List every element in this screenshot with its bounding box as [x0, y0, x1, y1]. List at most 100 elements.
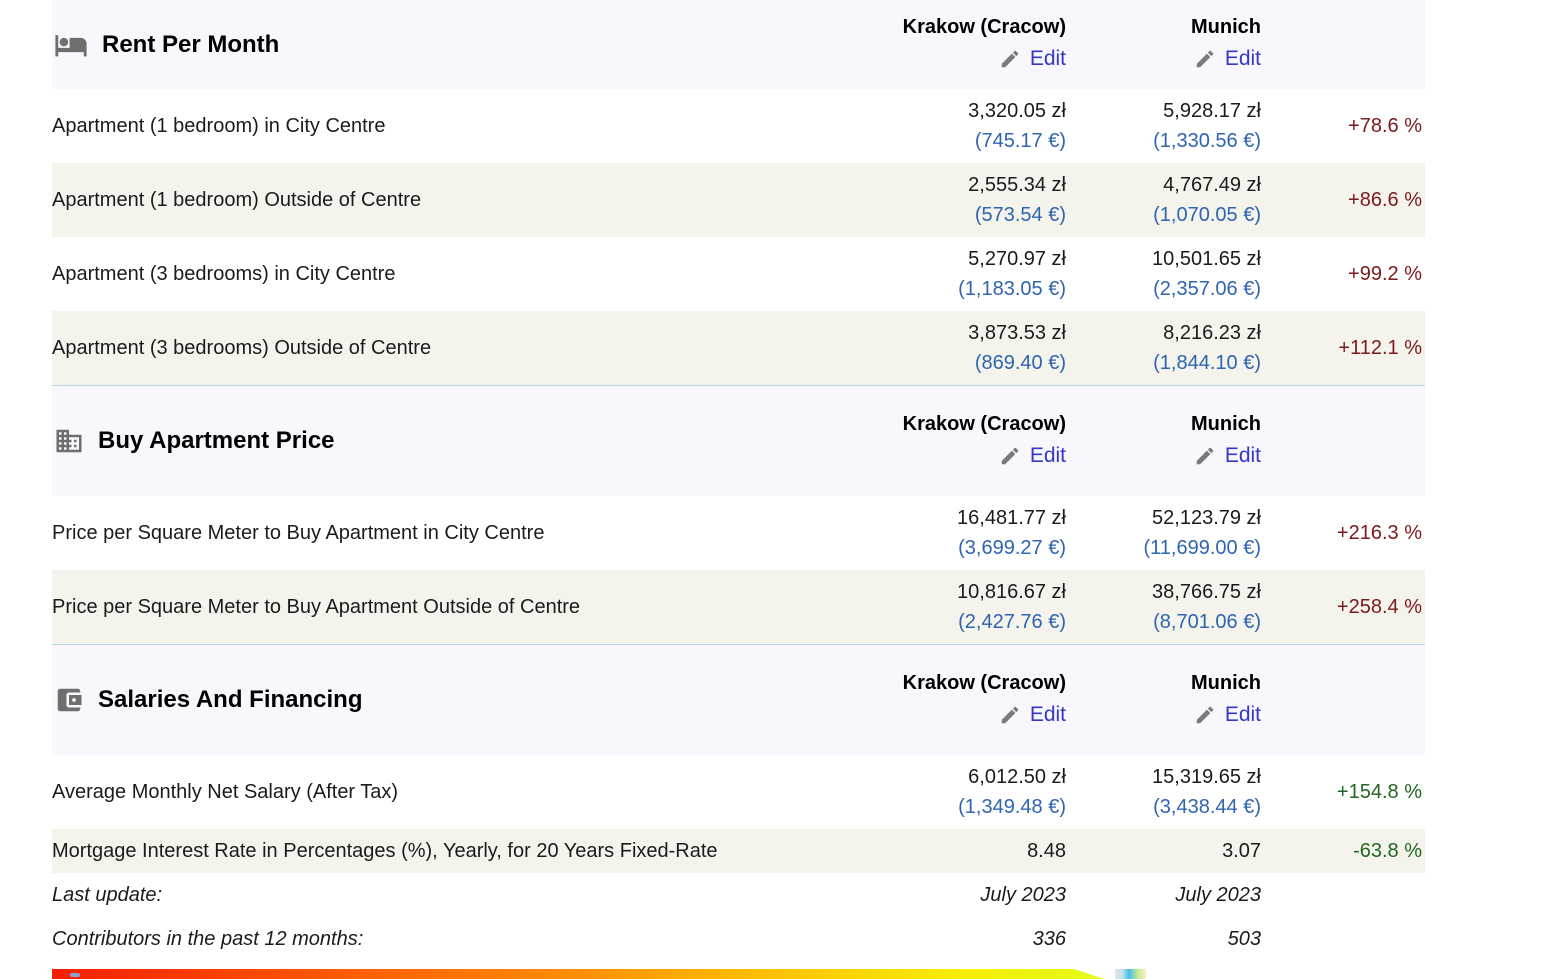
city-name: Krakow (Cracow) [902, 671, 1066, 694]
munich-last-update: July 2023 [1175, 883, 1261, 906]
pln-value: 2,555.34 zł [968, 174, 1066, 196]
difference-percent: +154.8 % [1336, 780, 1422, 803]
last-update-row: Last update: July 2023 July 2023 [52, 873, 1425, 917]
pencil-icon [1194, 704, 1216, 726]
city-column-header-munich: Munich Edit [1066, 16, 1261, 73]
munich-value: 10,501.65 zł (2,357.06 €) [1066, 237, 1261, 311]
pln-value: 8,216.23 zł [1163, 322, 1261, 344]
edit-link-munich-salaries[interactable]: Edit [1194, 703, 1261, 727]
rating-gradient-bar [52, 969, 1108, 979]
pln-value: 10,816.67 zł [957, 581, 1066, 603]
krakow-value: 16,481.77 zł (3,699.27 €) [781, 496, 1066, 570]
eur-value: (745.17 €) [974, 130, 1066, 152]
section-title: Buy Apartment Price [98, 427, 335, 454]
row-label: Apartment (3 bedrooms) in City Centre [52, 262, 396, 285]
pln-value: 16,481.77 zł [957, 507, 1066, 529]
table-row: Apartment (3 bedrooms) Outside of Centre… [52, 311, 1425, 385]
krakow-value: 3,320.05 zł (745.17 €) [781, 89, 1066, 163]
edit-link-krakow-salaries[interactable]: Edit [999, 703, 1066, 727]
munich-value: 38,766.75 zł (8,701.06 €) [1066, 570, 1261, 644]
pencil-icon [1194, 445, 1216, 467]
table-row: Mortgage Interest Rate in Percentages (%… [52, 829, 1425, 873]
munich-value: 52,123.79 zł (11,699.00 €) [1066, 496, 1262, 570]
pencil-icon [999, 445, 1021, 467]
table-row: Apartment (1 bedroom) Outside of Centre … [52, 163, 1425, 237]
edit-label: Edit [1224, 702, 1261, 726]
krakow-value: 3,873.53 zł (869.40 €) [781, 311, 1066, 385]
krakow-value: 2,555.34 zł (573.54 €) [781, 163, 1066, 237]
pln-value: 6,012.50 zł [968, 766, 1066, 788]
edit-link-munich-rent[interactable]: Edit [1194, 47, 1261, 71]
munich-value: 8,216.23 zł (1,844.10 €) [1066, 311, 1261, 385]
munich-value: 15,319.65 zł (3,438.44 €) [1066, 755, 1261, 829]
krakow-value: 10,816.67 zł (2,427.76 €) [781, 570, 1066, 644]
comparison-table: Rent Per Month Krakow (Cracow) Edit Muni… [52, 0, 1425, 961]
eur-value: (3,699.27 €) [958, 537, 1066, 559]
gradient-bar-fragment [1115, 969, 1146, 979]
eur-value: (1,183.05 €) [958, 278, 1066, 300]
eur-value: (3,438.44 €) [1153, 796, 1261, 818]
pln-value: 4,767.49 zł [1163, 174, 1261, 196]
row-label: Last update: [52, 883, 163, 906]
krakow-value: 5,270.97 zł (1,183.05 €) [781, 237, 1066, 311]
table-row: Apartment (3 bedrooms) in City Centre 5,… [52, 237, 1425, 311]
eur-value: (11,699.00 €) [1143, 537, 1262, 559]
edit-label: Edit [1224, 47, 1261, 70]
building-icon [54, 426, 84, 456]
eur-value: (573.54 €) [974, 204, 1066, 226]
wallet-icon [54, 685, 84, 715]
row-label: Price per Square Meter to Buy Apartment … [52, 595, 581, 618]
eur-value: (869.40 €) [974, 352, 1066, 374]
section-title-wrap: Buy Apartment Price [52, 426, 781, 456]
munich-value: 3.07 [1222, 839, 1261, 862]
pencil-icon [999, 48, 1021, 70]
section-header-buy: Buy Apartment Price Krakow (Cracow) Edit… [52, 385, 1425, 496]
city-column-header-krakow: Krakow (Cracow) Edit [781, 16, 1066, 73]
edit-label: Edit [1029, 47, 1066, 70]
eur-value: (8,701.06 €) [1153, 611, 1261, 633]
city-name: Krakow (Cracow) [902, 412, 1066, 435]
krakow-value: 6,012.50 zł (1,349.48 €) [781, 755, 1066, 829]
row-label: Contributors in the past 12 months: [52, 927, 364, 950]
pln-value: 3,873.53 zł [968, 322, 1066, 344]
difference-percent: +86.6 % [1348, 188, 1422, 211]
difference-percent: +216.3 % [1336, 521, 1422, 544]
pln-value: 10,501.65 zł [1152, 248, 1261, 270]
krakow-contributors: 336 [1032, 927, 1066, 950]
row-label: Apartment (3 bedrooms) Outside of Centre [52, 336, 432, 359]
pln-value: 38,766.75 zł [1152, 581, 1261, 603]
contributors-row: Contributors in the past 12 months: 336 … [52, 917, 1425, 961]
difference-percent: -63.8 % [1353, 839, 1422, 862]
edit-label: Edit [1224, 443, 1261, 467]
difference-percent: +258.4 % [1336, 595, 1422, 618]
eur-value: (2,357.06 €) [1153, 278, 1261, 300]
section-title: Salaries And Financing [98, 686, 363, 713]
difference-percent: +99.2 % [1348, 262, 1422, 285]
pencil-icon [1194, 48, 1216, 70]
city-name: Krakow (Cracow) [902, 16, 1066, 38]
pln-value: 3,320.05 zł [968, 100, 1066, 122]
edit-label: Edit [1029, 443, 1066, 467]
table-row: Apartment (1 bedroom) in City Centre 3,3… [52, 89, 1425, 163]
section-header-salaries: Salaries And Financing Krakow (Cracow) E… [52, 644, 1425, 755]
section-header-rent: Rent Per Month Krakow (Cracow) Edit Muni… [52, 0, 1425, 89]
city-name: Munich [1191, 671, 1261, 694]
section-title-wrap: Salaries And Financing [52, 685, 781, 715]
row-label: Apartment (1 bedroom) in City Centre [52, 114, 386, 137]
eur-value: (1,844.10 €) [1153, 352, 1261, 374]
munich-value: 5,928.17 zł (1,330.56 €) [1066, 89, 1261, 163]
table-row: Price per Square Meter to Buy Apartment … [52, 570, 1425, 644]
edit-link-krakow-rent[interactable]: Edit [999, 47, 1066, 71]
row-label: Price per Square Meter to Buy Apartment … [52, 521, 545, 544]
bed-icon [54, 28, 88, 62]
munich-value: 4,767.49 zł (1,070.05 €) [1066, 163, 1261, 237]
edit-link-munich-buy[interactable]: Edit [1194, 444, 1261, 468]
edit-link-krakow-buy[interactable]: Edit [999, 444, 1066, 468]
eur-value: (2,427.76 €) [958, 611, 1066, 633]
difference-percent: +78.6 % [1348, 114, 1422, 137]
edit-label: Edit [1029, 702, 1066, 726]
pln-value: 15,319.65 zł [1152, 766, 1261, 788]
eur-value: (1,330.56 €) [1153, 130, 1261, 152]
krakow-last-update: July 2023 [980, 883, 1066, 906]
